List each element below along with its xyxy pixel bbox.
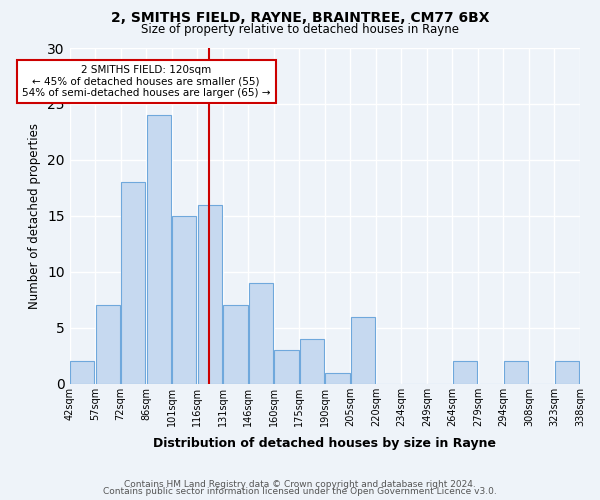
Bar bbox=[249, 283, 273, 384]
Text: Size of property relative to detached houses in Rayne: Size of property relative to detached ho… bbox=[141, 22, 459, 36]
Y-axis label: Number of detached properties: Number of detached properties bbox=[28, 123, 41, 309]
Text: 2, SMITHS FIELD, RAYNE, BRAINTREE, CM77 6BX: 2, SMITHS FIELD, RAYNE, BRAINTREE, CM77 … bbox=[111, 11, 489, 25]
X-axis label: Distribution of detached houses by size in Rayne: Distribution of detached houses by size … bbox=[153, 437, 496, 450]
Bar bbox=[274, 350, 299, 384]
Text: Contains public sector information licensed under the Open Government Licence v3: Contains public sector information licen… bbox=[103, 487, 497, 496]
Text: Contains HM Land Registry data © Crown copyright and database right 2024.: Contains HM Land Registry data © Crown c… bbox=[124, 480, 476, 489]
Bar bbox=[172, 216, 196, 384]
Bar bbox=[325, 372, 350, 384]
Bar bbox=[555, 362, 580, 384]
Bar bbox=[300, 339, 324, 384]
Bar bbox=[147, 115, 171, 384]
Text: 2 SMITHS FIELD: 120sqm
← 45% of detached houses are smaller (55)
54% of semi-det: 2 SMITHS FIELD: 120sqm ← 45% of detached… bbox=[22, 65, 271, 98]
Bar bbox=[198, 204, 222, 384]
Bar bbox=[121, 182, 145, 384]
Bar bbox=[453, 362, 477, 384]
Bar bbox=[351, 316, 375, 384]
Bar bbox=[223, 306, 248, 384]
Bar bbox=[95, 306, 120, 384]
Bar bbox=[504, 362, 529, 384]
Bar bbox=[70, 362, 94, 384]
